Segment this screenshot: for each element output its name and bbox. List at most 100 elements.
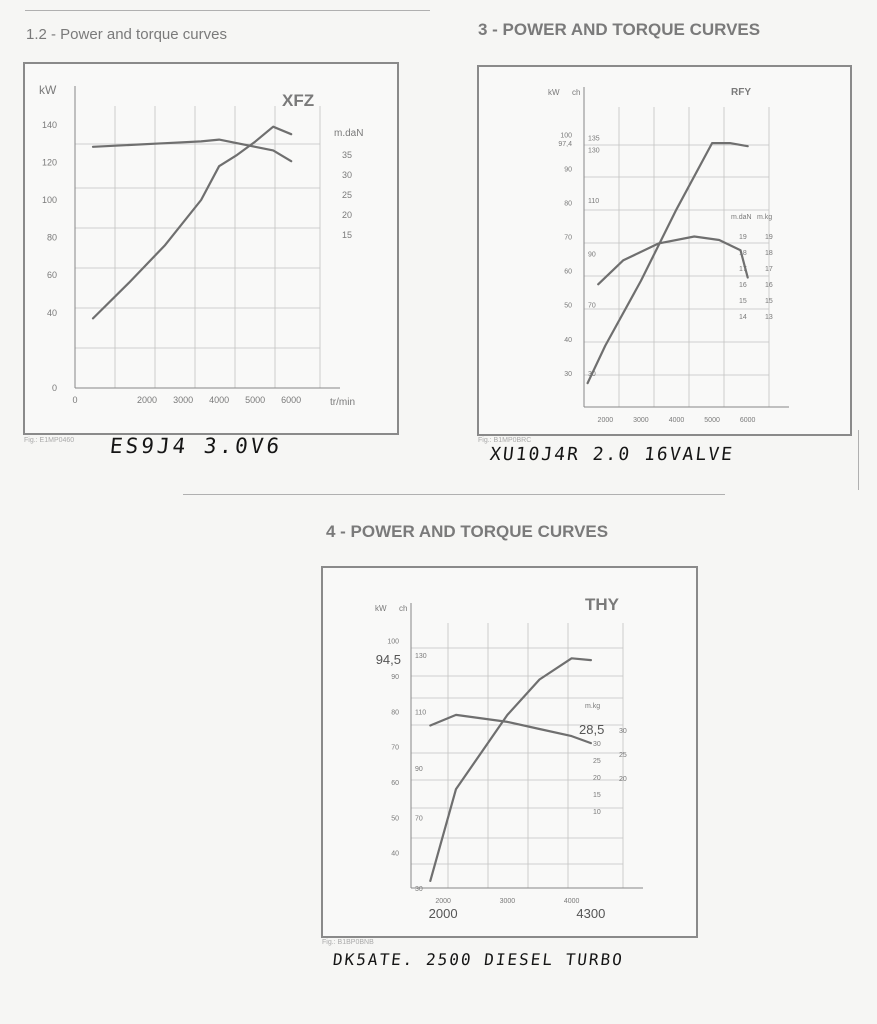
x-annotation: 4300 [576, 906, 605, 921]
x-tick-label: 5000 [704, 417, 720, 424]
ch-tick-label: 70 [415, 815, 423, 822]
y-tick-label: 70 [564, 235, 572, 242]
y-axis-label: kW [375, 604, 387, 613]
y3-tick-label: 30 [619, 728, 627, 735]
x-tick-label: 3000 [500, 898, 516, 905]
x-tick-label: 6000 [281, 395, 301, 405]
y-tick-label: 60 [47, 270, 57, 280]
chart-thy: THY kW ch 2000 3000 4000 2000 4300 40 50 60 70 80 90 1… [375, 595, 643, 921]
y2-tick-label: 18 [739, 250, 747, 257]
y3-tick-label: 17 [765, 266, 773, 273]
y-tick-label: 40 [47, 308, 57, 318]
torque-curve [429, 713, 592, 745]
y-tick-label: 90 [391, 674, 399, 681]
y3-tick-label: 16 [765, 282, 773, 289]
y3-tick-label: 19 [765, 234, 773, 241]
y-tick-label-extra: 97,4 [558, 141, 572, 148]
right-edge-line [858, 430, 859, 490]
y2-tick-label: 14 [739, 314, 747, 321]
y2-tick-label: 30 [342, 170, 352, 180]
figure-ref-1: Fig.: E1MP0460 [24, 437, 75, 444]
figure-ref-4: Fig.: B1BP0BNB [322, 939, 374, 946]
power-curve [91, 125, 293, 320]
x-tick-label: 3000 [173, 395, 193, 405]
section-heading-1-2: 1.2 - Power and torque curves [26, 26, 227, 43]
chart-panel-thy: THY kW ch 2000 3000 4000 2000 4300 40 50 60 70 80 90 1… [321, 566, 698, 938]
x-tick-label: 3000 [633, 417, 649, 424]
y3-tick-label: 18 [765, 250, 773, 257]
y-tick-label: 100 [560, 132, 572, 139]
y2-annotation: 28,5 [579, 722, 604, 737]
y2-tick-label: 25 [593, 758, 601, 765]
y-tick-label: 140 [42, 120, 57, 130]
y-tick-label: 80 [391, 709, 399, 716]
y-tick-label: 50 [391, 815, 399, 822]
x-axis-label: tr/min [330, 397, 355, 408]
section-heading-4: 4 - POWER AND TORQUE CURVES [326, 522, 609, 541]
y2-tick-label: 15 [739, 298, 747, 305]
handwritten-engine-code-3: XU10J4R 2.0 16VALVE [488, 444, 736, 465]
y2-tick-label: 16 [739, 282, 747, 289]
y2-tick-label: 15 [593, 792, 601, 799]
section-heading-3: 3 - POWER AND TORQUE CURVES [478, 20, 761, 39]
y-tick-label: 60 [564, 269, 572, 276]
x-tick-label: 5000 [245, 395, 265, 405]
y-tick-label: 60 [391, 780, 399, 787]
y2-tick-label: 30 [593, 741, 601, 748]
y2-tick-label: 35 [342, 150, 352, 160]
chart-panel-rfy: RFY kW ch 2000 3000 4000 5000 6000 30 40 50 60 70 80 9… [477, 65, 852, 436]
chart-title: RFY [731, 87, 751, 98]
y2-tick-label: 20 [342, 210, 352, 220]
figure-ref-3: Fig.: B1MP0BRC [478, 437, 532, 444]
ch-tick-label: 110 [415, 709, 426, 716]
y2-axis-label: m.daN [334, 128, 363, 139]
y2-tick-label: 15 [342, 230, 352, 240]
x-tick-label: 2000 [598, 417, 614, 424]
chart-title: XFZ [282, 91, 314, 110]
torque-curve [597, 235, 749, 286]
chart-panel-xfz: XFZ kW 0 2000 3000 4000 5000 6000 tr/min 0 40 60 80 1… [23, 62, 399, 435]
y3-tick-label: 13 [765, 314, 773, 321]
y-tick-label: 70 [391, 745, 399, 752]
x-tick-label: 4000 [209, 395, 229, 405]
y3-tick-label: 25 [619, 752, 627, 759]
x-tick-label: 2000 [435, 898, 451, 905]
chart-rfy: RFY kW ch 2000 3000 4000 5000 6000 30 40 50 60 70 80 9… [548, 87, 789, 424]
ch-tick-label: 135 [588, 136, 600, 143]
middle-rule [183, 494, 725, 495]
y-tick-label: 80 [564, 200, 572, 207]
y2-tick-label: 17 [739, 266, 747, 273]
chart-title: THY [585, 595, 620, 614]
power-curve [586, 142, 749, 385]
ch-tick-label: 90 [588, 252, 596, 259]
top-rule-left [25, 10, 430, 11]
y-tick-label: 30 [564, 371, 572, 378]
y-tick-label: 90 [564, 166, 572, 173]
ch-tick-label: 110 [588, 198, 599, 205]
y-tick-label: 40 [564, 337, 572, 344]
power-curve [429, 657, 592, 882]
x-tick-label: 2000 [137, 395, 157, 405]
y-tick-label: 120 [42, 157, 57, 167]
y2-axis-label: m.daN [731, 214, 752, 221]
ch-tick-label: 70 [588, 303, 596, 310]
ch-tick-label: 90 [415, 766, 423, 773]
y2-tick-label: 10 [593, 809, 601, 816]
y2-axis-label: m.kg [585, 703, 600, 710]
y-tick-label: 50 [564, 303, 572, 310]
torque-curve [91, 138, 293, 163]
y-tick-label: 100 [42, 195, 57, 205]
y2-tick-label: 19 [739, 234, 747, 241]
y3-tick-label: 20 [619, 776, 627, 783]
ch-tick-label: 130 [415, 653, 427, 660]
ch-axis-label: ch [572, 88, 580, 97]
ch-axis-label: ch [399, 604, 407, 613]
x-tick-label: 0 [72, 395, 77, 405]
y-annotation: 94,5 [376, 652, 401, 667]
chart-xfz: XFZ kW 0 2000 3000 4000 5000 6000 tr/min 0 40 60 80 1… [39, 83, 363, 408]
ch-tick-label: 30 [415, 886, 423, 893]
y3-axis-label: m.kg [757, 214, 772, 221]
handwritten-engine-code-1: ES9J4 3.0V6 [108, 434, 284, 458]
y-tick-label: 80 [47, 233, 57, 243]
x-tick-label: 6000 [740, 417, 756, 424]
